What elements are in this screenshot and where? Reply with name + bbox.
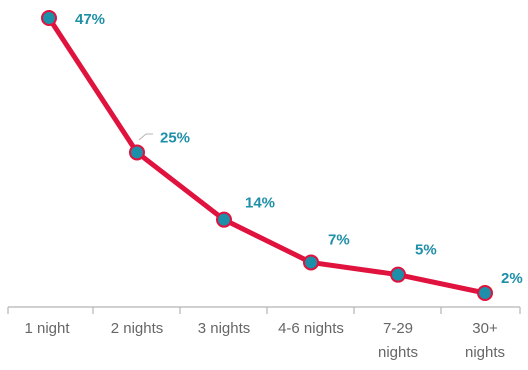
data-label: 2% (501, 270, 523, 287)
data-point (129, 144, 145, 161)
data-label: 7% (328, 231, 350, 248)
data-markers (41, 10, 493, 301)
data-point (477, 285, 493, 301)
category-labels: 1 night 2 nights 3 nights 4-6 nights 7-29 nig… (24, 320, 505, 361)
x-tick-label: 2 nights (111, 320, 164, 337)
data-point (216, 211, 232, 228)
series-line (46, 15, 488, 296)
x-axis-ticks (7, 307, 521, 314)
x-tick-label: 1 night (24, 320, 70, 337)
x-tick-label: nights (465, 344, 505, 361)
data-label: 14% (245, 195, 275, 212)
x-tick-label: 30+ (472, 320, 498, 337)
x-tick-label: 7-29 (383, 320, 413, 337)
leader-line (138, 133, 147, 141)
data-label: 47% (75, 11, 105, 28)
data-point (303, 254, 319, 271)
data-label: 25% (160, 129, 190, 146)
x-tick-label: 4-6 nights (278, 320, 344, 337)
x-tick-label: 3 nights (198, 320, 251, 337)
data-point (390, 266, 406, 283)
x-tick-label: nights (378, 344, 418, 361)
data-label: 5% (415, 242, 437, 259)
data-labels: 47% 25% 14% 7% 5% 2% (75, 11, 523, 287)
data-point (41, 10, 57, 26)
